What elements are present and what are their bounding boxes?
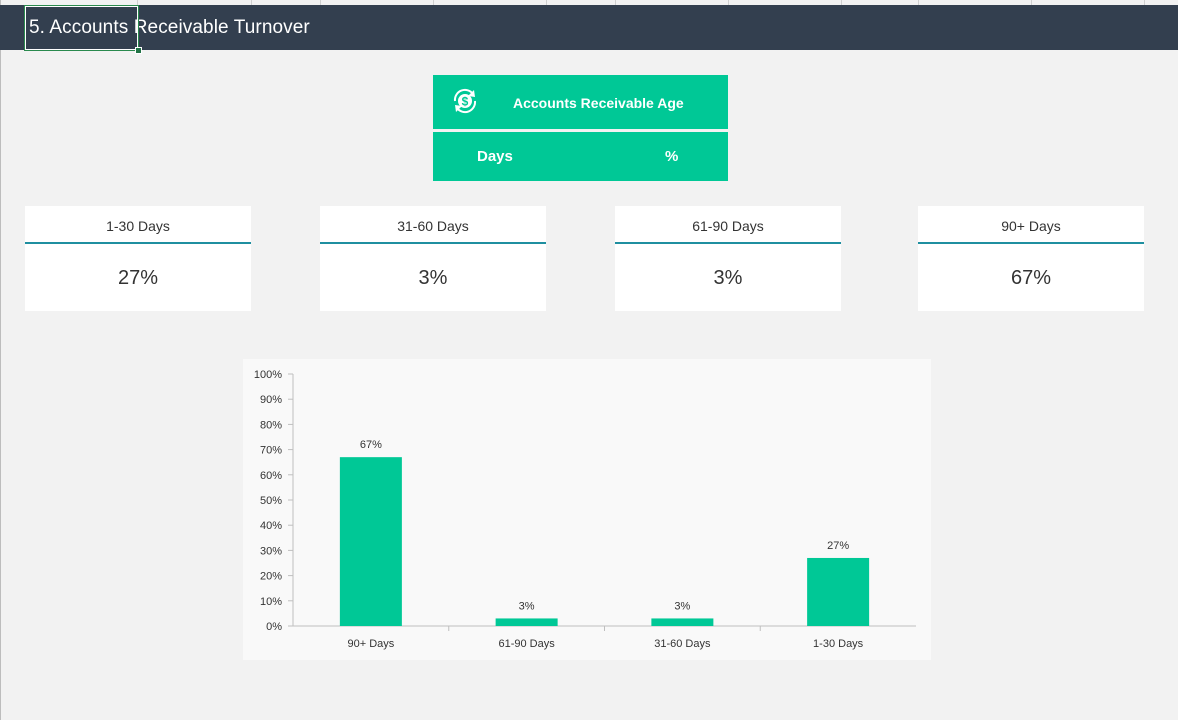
data-label: 67%: [360, 439, 382, 451]
ar-age-title: Accounts Receivable Age: [513, 95, 684, 111]
kpi-divider: [615, 242, 841, 244]
kpi-divider: [25, 242, 251, 244]
bar: [807, 557, 870, 626]
dollar-cycle-icon: $: [453, 88, 477, 114]
data-label: 3%: [519, 600, 535, 612]
kpi-label: 31-60 Days: [397, 218, 469, 234]
kpi-divider: [320, 242, 546, 244]
y-tick-label: 60%: [260, 470, 282, 482]
gridline: [728, 0, 729, 5]
gridline: [546, 0, 547, 5]
days-column-label: Days: [477, 148, 513, 165]
kpi-card-1-30-days: 1-30 Days 27%: [25, 206, 251, 311]
ar-age-header: $ Accounts Receivable Age: [433, 75, 728, 129]
x-tick-label: 1-30 Days: [813, 638, 864, 650]
kpi-value: 27%: [117, 267, 159, 289]
y-tick-label: 50%: [260, 495, 282, 507]
gridline: [1031, 0, 1032, 5]
gridline: [320, 0, 321, 5]
bar: [495, 618, 558, 626]
y-tick-label: 0%: [266, 621, 282, 633]
y-tick-label: 20%: [260, 571, 282, 583]
data-label: 3%: [674, 600, 690, 612]
kpi-card-31-60-days: 31-60 Days 3%: [320, 206, 546, 311]
x-tick-label: 90+ Days: [347, 638, 394, 650]
y-tick-label: 100%: [254, 369, 282, 381]
y-tick-label: 30%: [260, 545, 282, 557]
data-label: 27%: [827, 540, 849, 552]
kpi-label: 1-30 Days: [106, 218, 170, 234]
selected-cell[interactable]: [24, 5, 139, 51]
y-tick-label: 90%: [260, 394, 282, 406]
bar: [339, 457, 402, 626]
sheet-title-bar: 5. Accounts Receivable Turnover: [0, 5, 1178, 50]
gridline: [1144, 0, 1145, 5]
gridline: [137, 0, 138, 5]
gridline: [433, 0, 434, 5]
kpi-card-90-plus-days: 90+ Days 67%: [918, 206, 1144, 311]
percent-column-label: %: [665, 148, 679, 165]
y-tick-label: 10%: [260, 596, 282, 608]
gridline: [251, 0, 252, 5]
kpi-label: 90+ Days: [1001, 218, 1061, 234]
sheet-title[interactable]: 5. Accounts Receivable Turnover: [29, 17, 310, 38]
sheet-left-border: [0, 0, 1, 720]
bar-chart-svg: 0% 10% 20% 30% 40% 50% 60% 70% 80% 90% 100% 67% 90+ …: [254, 369, 916, 650]
kpi-value: 67%: [1010, 267, 1052, 289]
ar-age-columns: Days %: [433, 132, 728, 181]
column-gridlines: [0, 0, 1178, 5]
y-tick-label: 40%: [260, 520, 282, 532]
gridline: [615, 0, 616, 5]
gridline: [841, 0, 842, 5]
kpi-divider: [918, 242, 1144, 244]
gridline: [918, 0, 919, 5]
bar: [651, 618, 714, 626]
kpi-value: 3%: [713, 267, 743, 289]
y-tick-label: 70%: [260, 445, 282, 457]
kpi-card-61-90-days: 61-90 Days 3%: [615, 206, 841, 311]
x-tick-label: 31-60 Days: [654, 638, 711, 650]
ar-age-chart[interactable]: 0% 10% 20% 30% 40% 50% 60% 70% 80% 90% 100% 67% 90+ …: [243, 359, 931, 660]
fill-handle[interactable]: [135, 47, 142, 54]
svg-text:$: $: [462, 95, 469, 109]
kpi-label: 61-90 Days: [692, 218, 764, 234]
kpi-value: 3%: [418, 267, 448, 289]
x-tick-label: 61-90 Days: [498, 638, 555, 650]
y-tick-label: 80%: [260, 419, 282, 431]
